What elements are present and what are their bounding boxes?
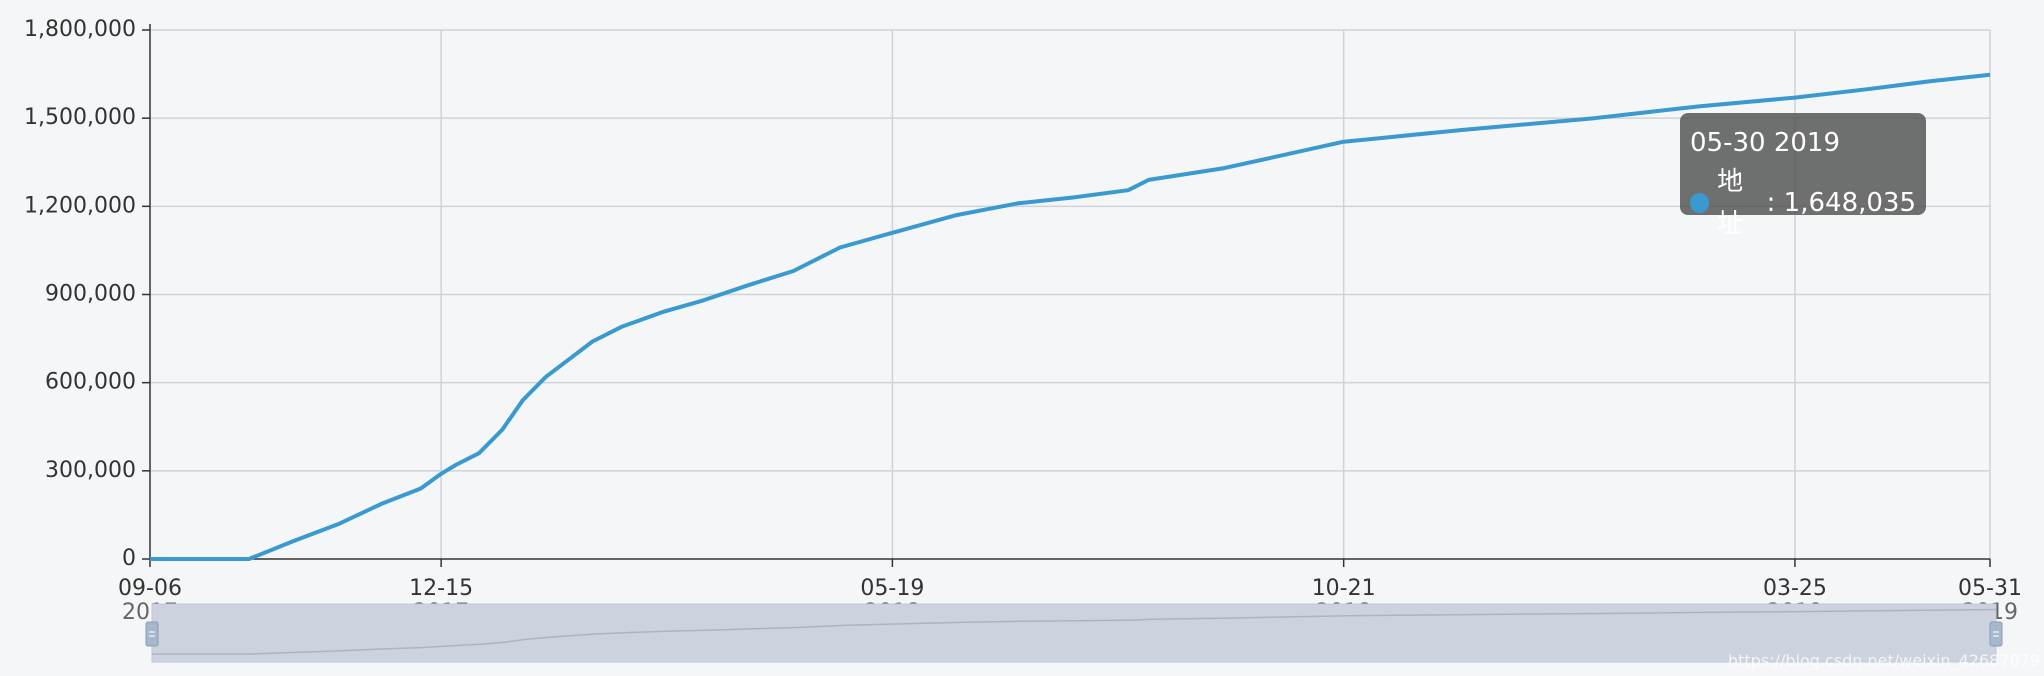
y-tick-label: 1,200,000 <box>24 193 136 218</box>
tooltip-series-label: 地址 <box>1717 167 1744 239</box>
zoom-selection <box>151 603 1997 663</box>
axes <box>149 24 1990 560</box>
x-tick-label-date: 10-21 <box>1312 576 1376 601</box>
zoom-handle-right[interactable] <box>1989 621 2003 647</box>
series-layer <box>150 72 1991 561</box>
y-tick-label: 1,800,000 <box>24 17 136 42</box>
x-tick-label-date: 05-19 <box>860 576 924 601</box>
y-tick-label: 600,000 <box>45 370 136 395</box>
zoom-handle-left[interactable] <box>145 621 159 647</box>
tooltip: 05-30 2019 地址: 1,648,035 <box>1680 113 1926 239</box>
x-tick-label-date: 12-15 <box>409 576 473 601</box>
y-tick-label: 900,000 <box>45 282 136 307</box>
x-tick-label-date: 05-31 <box>1958 576 2022 601</box>
y-tick-label: 300,000 <box>45 458 136 483</box>
series-line-address <box>150 72 1991 561</box>
y-tick-label: 1,500,000 <box>24 105 136 130</box>
tooltip-series-marker <box>1690 193 1710 213</box>
x-tick-label-date: 09-06 <box>118 576 182 601</box>
zoom-preview-line <box>152 608 1997 655</box>
tooltip-colon: : <box>1766 188 1784 218</box>
grid-lines <box>142 29 1991 567</box>
data-zoom-slider[interactable] <box>145 603 2003 663</box>
tooltip-value: 1,648,035 <box>1783 188 1916 218</box>
watermark: https://blog.csdn.net/weixin_42687079 <box>1727 651 2040 670</box>
y-axis-ticks: 1,800,000 1,500,000 1,200,000 900,000 600,00… <box>24 17 136 571</box>
tooltip-row: 地址: 1,648,035 <box>1690 161 1916 245</box>
tooltip-date: 05-30 2019 <box>1690 128 1840 158</box>
y-tick-label: 0 <box>122 546 136 571</box>
x-tick-label-date: 03-25 <box>1763 576 1827 601</box>
